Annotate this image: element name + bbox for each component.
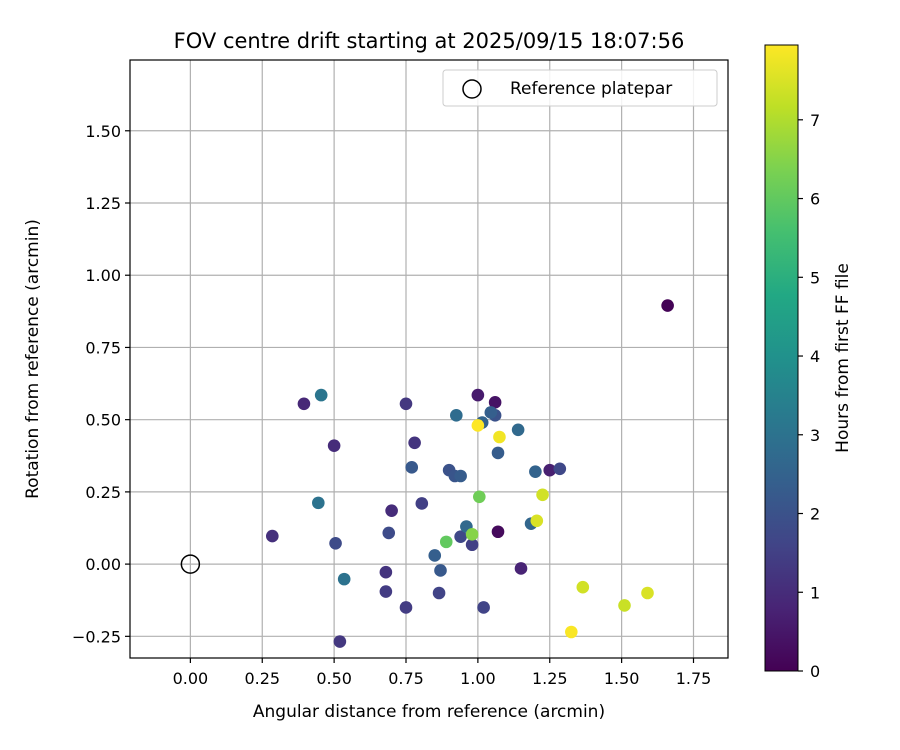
scatter-point [399, 601, 413, 614]
scatter-point [454, 469, 467, 483]
scatter-point [337, 572, 351, 586]
scatter-point [312, 496, 325, 510]
y-tick-label: 1.50 [85, 122, 121, 141]
colorbar-tick-label: 0 [810, 662, 820, 681]
colorbar-label: Hours from first FF file [833, 263, 853, 453]
colorbar-tick-label: 7 [810, 111, 820, 130]
colorbar-gradient [764, 44, 799, 672]
legend-entry-label: Reference platepar [510, 79, 672, 99]
scatter-point [529, 465, 542, 478]
colorbar-tick-label: 3 [810, 426, 820, 445]
chart-title: FOV centre drift starting at 2025/09/15 … [174, 29, 685, 53]
scatter-point [465, 538, 479, 552]
scatter-point [415, 497, 429, 510]
scatter-point [530, 514, 544, 528]
y-tick-label: 0.00 [85, 555, 121, 574]
y-tick-label: −0.25 [72, 627, 121, 646]
scatter-point [439, 535, 453, 549]
scatter-point [536, 488, 549, 502]
scatter-point [576, 580, 590, 594]
scatter-point [473, 490, 486, 504]
scatter-point [379, 565, 393, 579]
x-tick-label: 0.00 [173, 669, 209, 688]
scatter-point [553, 462, 567, 476]
scatter-point [333, 635, 347, 648]
scatter-point [618, 599, 631, 612]
y-tick-label: 1.00 [85, 266, 121, 285]
scatter-point [484, 406, 498, 419]
scatter-point [641, 586, 654, 600]
scatter-point [491, 446, 505, 460]
x-axis-ticks: 0.00 0.25 0.50 0.75 1.00 1.25 1.50 1.75 [173, 658, 712, 688]
scatter-point [477, 601, 490, 614]
scatter-point [434, 564, 447, 577]
scatter-point [385, 504, 398, 517]
scatter-point [399, 397, 413, 411]
scatter-point [565, 625, 578, 639]
scatter-point [405, 461, 419, 474]
legend-marker-icon [462, 79, 482, 99]
scatter-point [450, 409, 463, 422]
scatter-point [491, 525, 505, 539]
scatter-point [408, 436, 421, 450]
scatter-point [543, 463, 557, 477]
colorbar-tick-label: 6 [810, 190, 820, 209]
plot-frame [129, 59, 729, 659]
y-tick-label: 1.25 [85, 194, 121, 213]
scatter-point [327, 439, 341, 452]
scatter-point [432, 586, 446, 600]
colorbar-tick-label: 5 [810, 268, 820, 287]
scatter-point [329, 537, 342, 550]
x-tick-label: 0.25 [244, 669, 280, 688]
x-tick-label: 1.75 [676, 669, 712, 688]
y-axis-label: Rotation from reference (arcmin) [23, 219, 43, 499]
scatter-point [428, 549, 442, 562]
scatter-point [488, 396, 502, 409]
colorbar-tick-label: 1 [810, 583, 820, 602]
y-tick-label: 0.75 [85, 338, 121, 357]
x-tick-label: 1.50 [604, 669, 640, 688]
scatter-point [471, 388, 485, 402]
x-tick-label: 1.25 [532, 669, 568, 688]
legend-box [442, 69, 718, 107]
y-axis-ticks: −0.25 0.00 0.25 0.50 0.75 1.00 1.25 1.50 [72, 122, 130, 646]
colorbar: 0 1 2 3 4 5 6 7 Hours from first FF file [764, 44, 853, 681]
x-axis-label: Angular distance from reference (arcmin) [253, 702, 605, 722]
scatter-point [465, 528, 479, 541]
colorbar-tick-label: 4 [810, 347, 820, 366]
grid [130, 60, 728, 658]
y-tick-label: 0.25 [85, 483, 121, 502]
scatter-point [511, 423, 525, 437]
legend: Reference platepar [442, 69, 718, 107]
scatter-point [382, 526, 396, 540]
x-tick-label: 0.50 [316, 669, 352, 688]
x-tick-label: 0.75 [388, 669, 424, 688]
scatter-point [379, 585, 393, 598]
y-tick-label: 0.50 [85, 411, 121, 430]
data-points [266, 299, 674, 648]
colorbar-ticks: 0 1 2 3 4 5 6 7 [798, 111, 820, 681]
scatter-point [493, 430, 506, 444]
scatter-point [266, 529, 279, 543]
x-tick-label: 1.00 [460, 669, 496, 688]
scatter-point [661, 299, 674, 312]
colorbar-tick-label: 2 [810, 505, 820, 524]
scatter-point [514, 562, 528, 575]
scatter-point [454, 530, 467, 543]
scatter-point [297, 397, 311, 411]
scatter-point [314, 388, 328, 402]
scatter-point [471, 419, 485, 432]
reference-marker [180, 554, 201, 574]
